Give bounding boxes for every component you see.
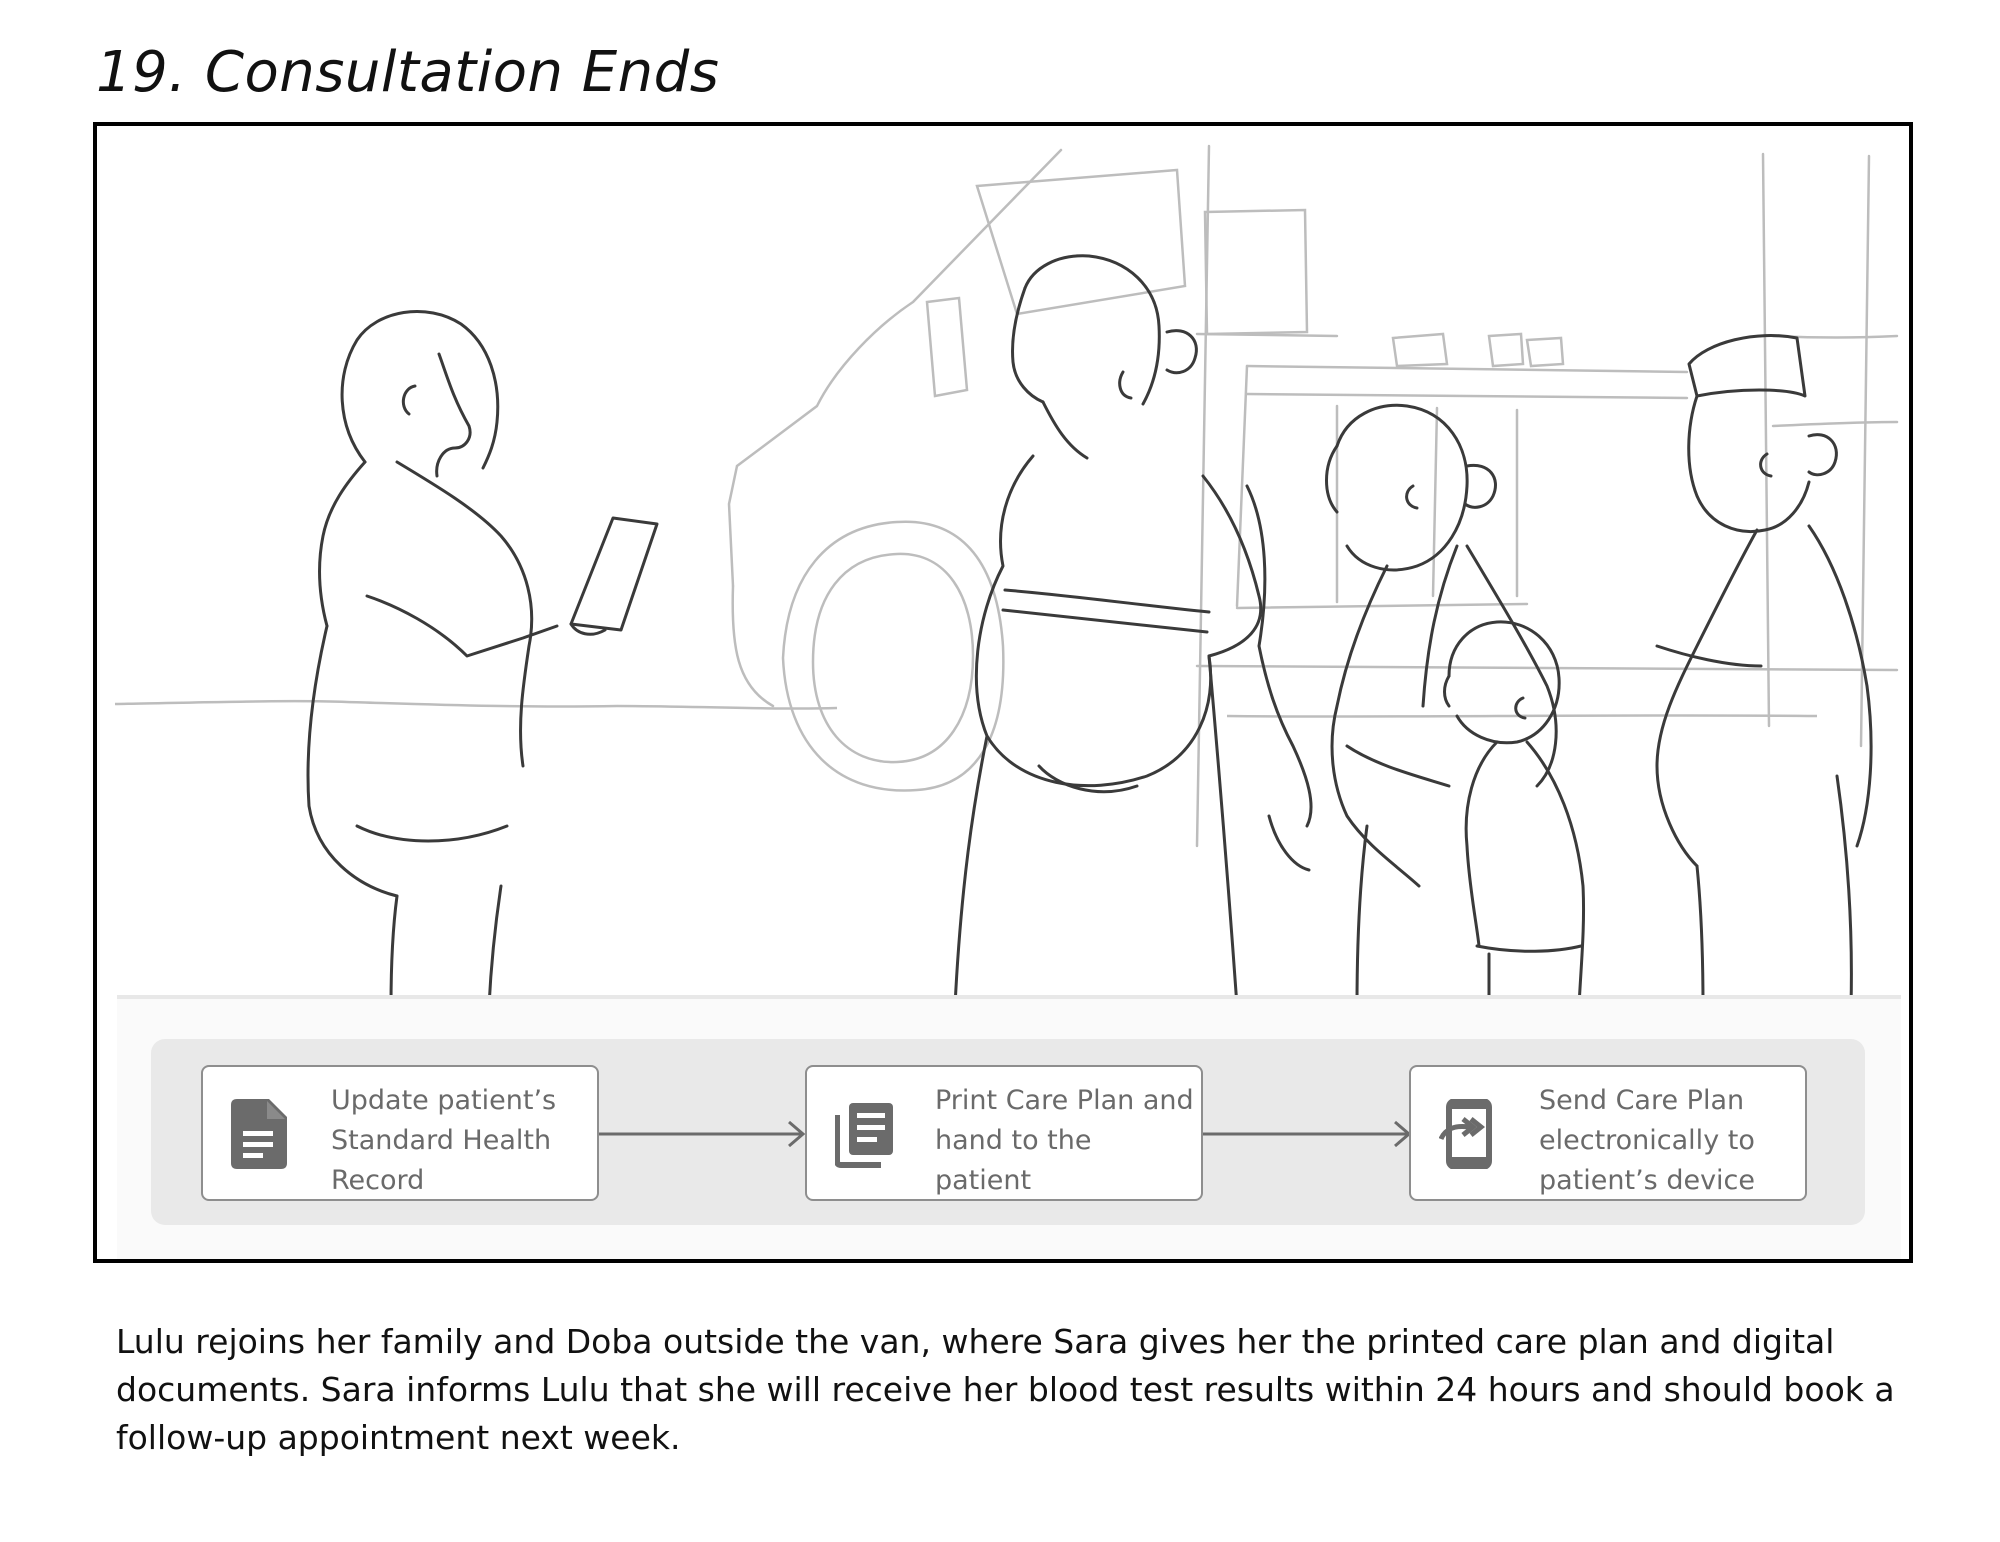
flow-arrow	[599, 1120, 806, 1148]
grandfather-figure	[1655, 334, 1873, 1006]
step-print-care-plan: Print Care Plan and hand to the patient	[805, 1065, 1203, 1201]
flow-arrow	[1203, 1120, 1412, 1148]
step-label: Send Care Plan electronically to patient…	[1539, 1085, 1755, 1196]
storyboard-frame: Update patient’s Standard Health Record …	[93, 122, 1913, 1263]
send-to-mobile-icon	[1439, 1099, 1492, 1169]
step-label: Update patient’s Standard Health Record	[331, 1085, 557, 1196]
child-figure	[1443, 620, 1586, 1006]
scene-divider	[117, 995, 1901, 999]
lulu-figure	[953, 254, 1313, 1006]
ground-line	[114, 699, 1818, 718]
grandmother-figure	[1325, 403, 1558, 1006]
print-copies-icon	[835, 1103, 893, 1168]
step-send-electronically: Send Care Plan electronically to patient…	[1409, 1065, 1807, 1201]
step-update-record: Update patient’s Standard Health Record	[201, 1065, 599, 1201]
document-icon	[231, 1099, 287, 1169]
step-label: Print Care Plan and hand to the patient	[935, 1085, 1194, 1196]
scene-illustration	[114, 144, 1899, 1006]
sara-figure	[306, 310, 659, 1006]
scene-caption: Lulu rejoins her family and Doba outside…	[116, 1322, 1895, 1457]
van-outline	[727, 144, 1899, 848]
page-title: 19. Consultation Ends	[96, 40, 720, 105]
